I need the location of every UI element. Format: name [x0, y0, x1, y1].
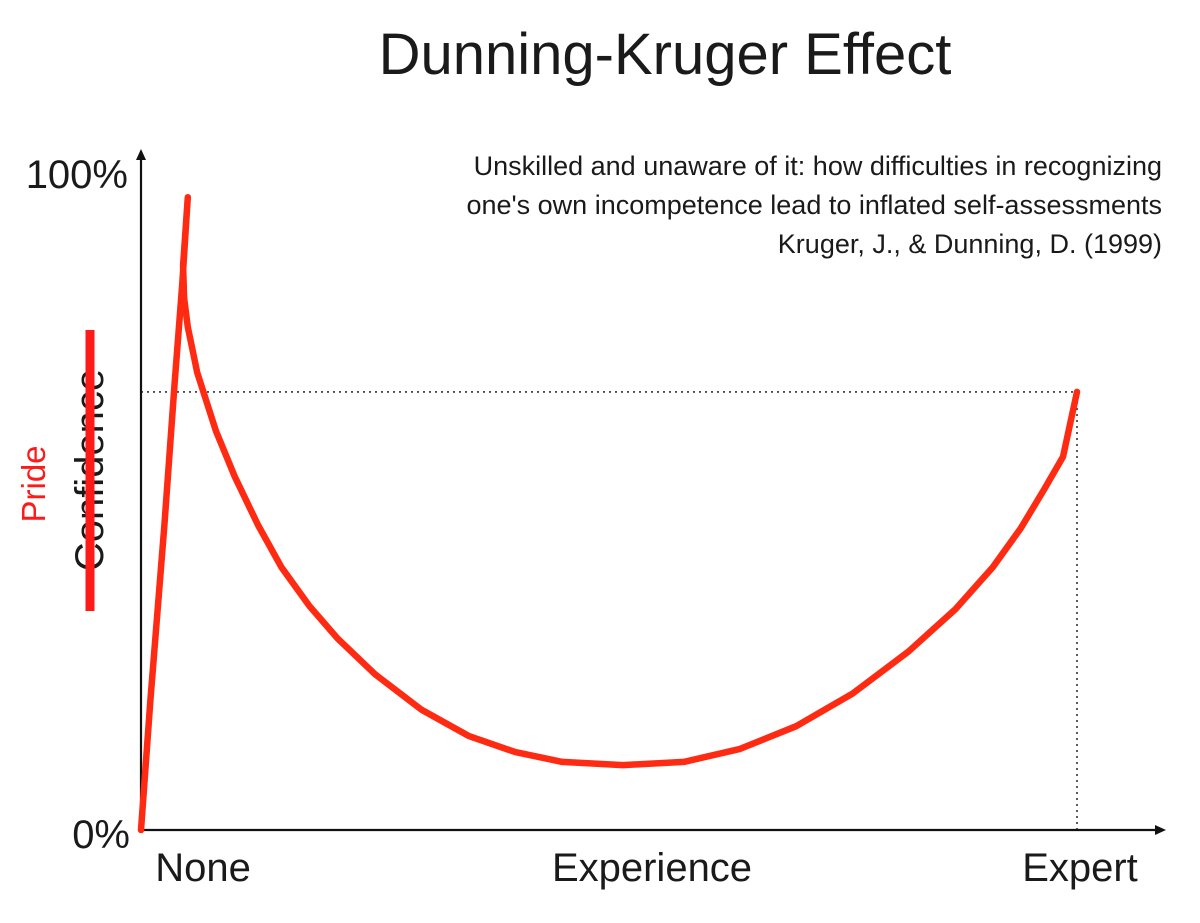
x-tick-label-none: None	[155, 846, 251, 890]
reference-lines	[141, 391, 1078, 830]
subtitle-line-1: Unskilled and unaware of it: how difficu…	[474, 151, 1162, 181]
series-layer	[137, 193, 1081, 834]
axes	[136, 149, 1166, 835]
subtitle-citation: Kruger, J., & Dunning, D. (1999)	[778, 229, 1162, 259]
chart-title: Dunning-Kruger Effect	[379, 22, 952, 87]
y-axis-replacement-label: Pride	[15, 445, 52, 522]
x-axis-title: Experience	[552, 846, 752, 890]
y-axis-arrowhead	[136, 149, 146, 160]
x-tick-label-expert: Expert	[1022, 846, 1138, 890]
x-axis-arrowhead	[1155, 825, 1166, 835]
confidence-curve	[137, 193, 1081, 834]
y-tick-label-min: 0%	[72, 813, 130, 857]
subtitle-line-2: one's own incompetence lead to inflated …	[466, 190, 1162, 220]
y-tick-label-max: 100%	[26, 153, 128, 197]
